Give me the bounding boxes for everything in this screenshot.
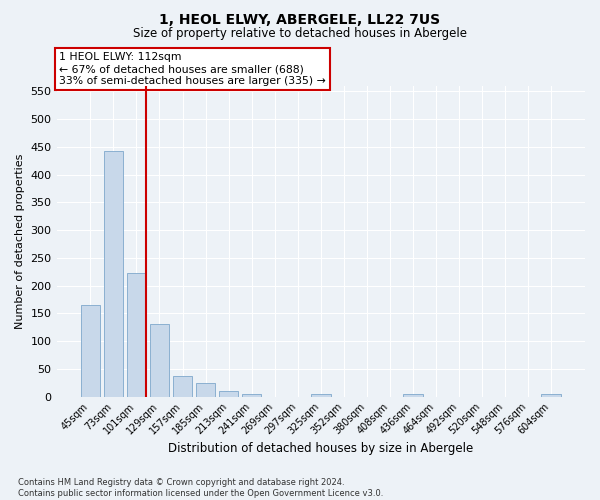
Text: Contains HM Land Registry data © Crown copyright and database right 2024.
Contai: Contains HM Land Registry data © Crown c… [18, 478, 383, 498]
Bar [403, 394, 423, 396]
Bar [127, 274, 146, 396]
Bar [541, 394, 561, 396]
Bar [149, 324, 169, 396]
Bar [173, 376, 193, 396]
Bar [242, 394, 262, 396]
Bar [219, 391, 238, 396]
Text: Size of property relative to detached houses in Abergele: Size of property relative to detached ho… [133, 28, 467, 40]
Bar [311, 394, 331, 396]
Bar [80, 305, 100, 396]
Text: 1, HEOL ELWY, ABERGELE, LL22 7US: 1, HEOL ELWY, ABERGELE, LL22 7US [160, 12, 440, 26]
X-axis label: Distribution of detached houses by size in Abergele: Distribution of detached houses by size … [168, 442, 473, 455]
Bar [196, 383, 215, 396]
Text: 1 HEOL ELWY: 112sqm
← 67% of detached houses are smaller (688)
33% of semi-detac: 1 HEOL ELWY: 112sqm ← 67% of detached ho… [59, 52, 326, 86]
Y-axis label: Number of detached properties: Number of detached properties [15, 154, 25, 329]
Bar [104, 150, 123, 396]
